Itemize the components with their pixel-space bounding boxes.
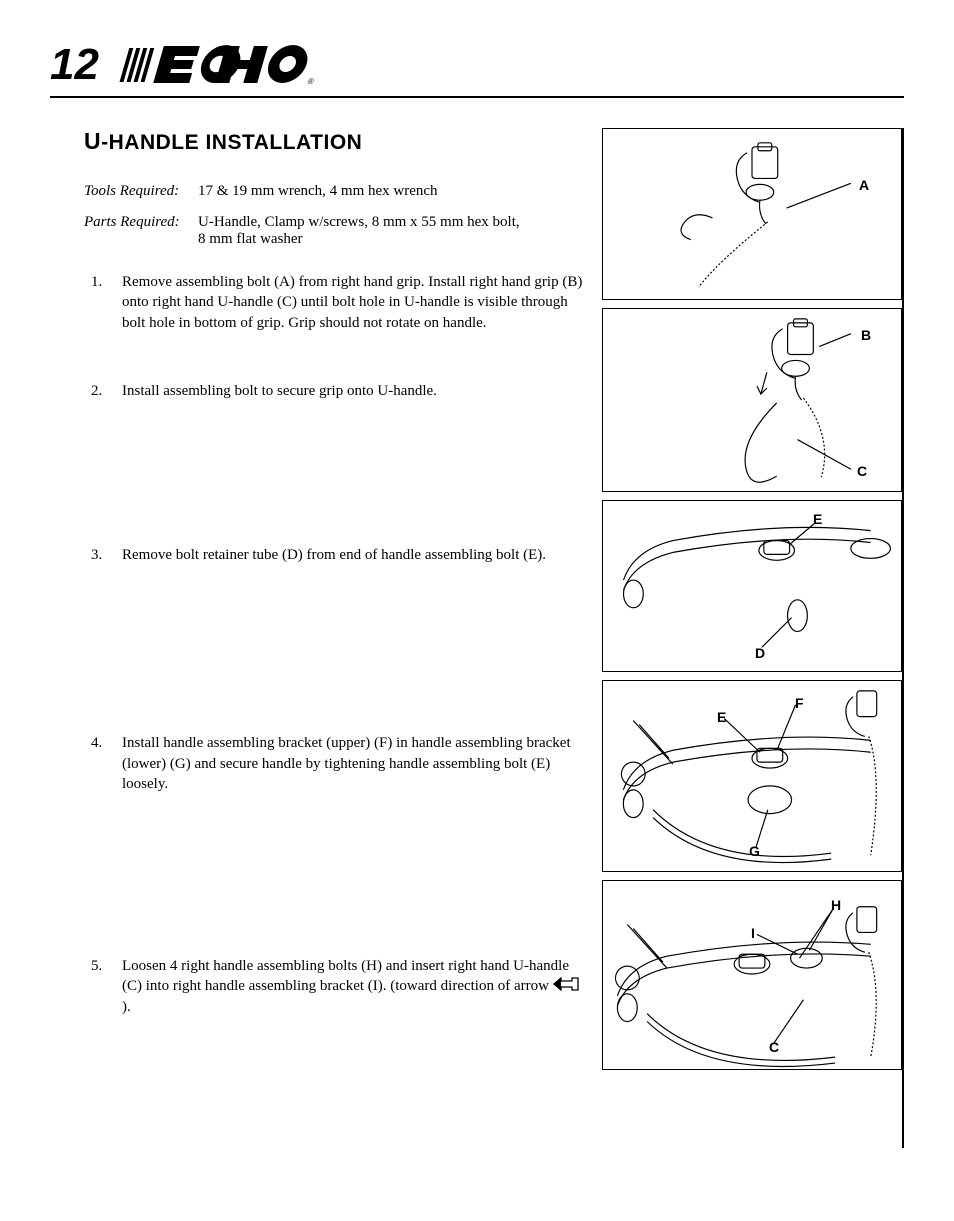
step-1: Remove assembling bolt (A) from right ha… — [106, 272, 588, 333]
page-number: 12 — [50, 40, 99, 90]
parts-required-line: Parts Required: U-Handle, Clamp w/screws… — [84, 214, 588, 248]
figure-label-B: B — [861, 327, 871, 343]
step-2: Install assembling bolt to secure grip o… — [106, 381, 588, 401]
direction-arrow-icon — [553, 977, 579, 997]
figure-2: B C — [602, 308, 902, 492]
figure-4: F E G — [602, 680, 902, 872]
tools-required-value: 17 & 19 mm wrench, 4 mm hex wrench — [198, 183, 588, 200]
figure-label-D: D — [755, 645, 765, 661]
text-column: UU-HANDLE INSTALLATION-HANDLE INSTALLATI… — [50, 128, 602, 1148]
page-header: 12 ® — [50, 40, 904, 90]
tools-required-line: Tools Required: 17 & 19 mm wrench, 4 mm … — [84, 183, 588, 200]
page: 12 ® — [0, 0, 954, 1221]
parts-required-label: Parts Required: — [84, 214, 198, 248]
parts-required-value: U-Handle, Clamp w/screws, 8 mm x 55 mm h… — [198, 214, 588, 248]
step-3: Remove bolt retainer tube (D) from end o… — [106, 545, 588, 565]
section-title: UU-HANDLE INSTALLATION-HANDLE INSTALLATI… — [84, 128, 588, 155]
figure-label-A: A — [859, 177, 869, 193]
step-5: Loosen 4 right handle assembling bolts (… — [106, 956, 588, 1017]
step-4: Install handle assembling bracket (upper… — [106, 733, 588, 794]
tools-required-label: Tools Required — [84, 183, 174, 199]
content-area: UU-HANDLE INSTALLATION-HANDLE INSTALLATI… — [50, 128, 904, 1148]
figure-1: A — [602, 128, 902, 300]
header-rule — [50, 96, 904, 98]
figure-label-E: E — [813, 511, 822, 527]
figure-label-I: I — [751, 925, 755, 941]
figure-label-C: C — [857, 463, 867, 479]
figure-5: H I C — [602, 880, 902, 1070]
figure-label-C5: C — [769, 1039, 779, 1055]
figure-column: A B — [602, 128, 902, 1148]
figure-label-E4: E — [717, 709, 726, 725]
svg-text:®: ® — [306, 77, 314, 86]
figure-label-H: H — [831, 897, 841, 913]
instruction-list: Remove assembling bolt (A) from right ha… — [84, 272, 588, 1017]
figure-label-F4: F — [795, 695, 804, 711]
figure-label-G: G — [749, 843, 760, 859]
brand-logo: ® — [113, 42, 323, 88]
figure-3: E D — [602, 500, 902, 672]
